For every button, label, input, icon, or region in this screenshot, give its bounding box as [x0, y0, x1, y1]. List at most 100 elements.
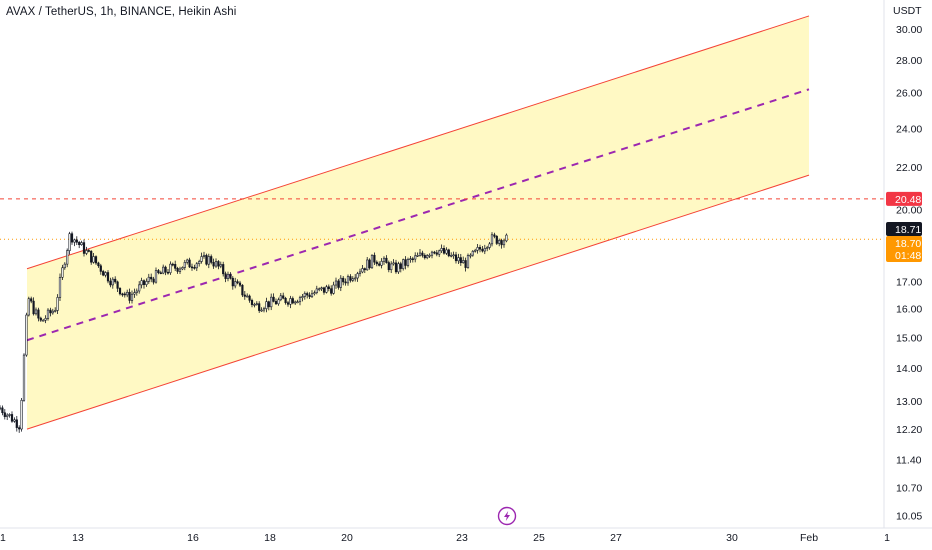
candle-body — [366, 259, 369, 271]
price-tick-label: 12.20 — [896, 424, 922, 436]
candle-body — [39, 317, 42, 321]
candle-body — [164, 266, 167, 273]
candle-body — [236, 281, 239, 284]
level-price-tag — [886, 191, 922, 206]
candle-body — [15, 419, 18, 428]
candle-body — [346, 276, 350, 284]
price-axis[interactable]: USDT 30.00 28.00 26.00 24.00 22.00 20.00 17.00 1… — [893, 5, 922, 522]
candle-body — [145, 281, 148, 285]
candle-body — [94, 256, 98, 264]
candle-body — [147, 276, 150, 282]
candle-body — [318, 288, 321, 291]
candle-body — [133, 292, 136, 295]
price-tick-label: 16.00 — [896, 304, 922, 316]
candle-body — [234, 281, 237, 287]
candle-body — [356, 273, 359, 279]
candle-body — [258, 303, 261, 311]
candle-body — [253, 304, 256, 306]
candle-body — [471, 250, 474, 256]
candle-body — [130, 293, 134, 301]
candle-body — [262, 308, 266, 311]
candle-body — [188, 259, 191, 268]
candle-body — [265, 301, 268, 309]
price-axis-currency: USDT — [893, 5, 922, 17]
candle-body — [87, 250, 90, 252]
candle-body — [368, 259, 371, 269]
price-tick-label: 28.00 — [896, 55, 922, 67]
candle-body — [397, 263, 400, 273]
candle-body — [32, 300, 35, 315]
candle-body — [58, 277, 62, 298]
candle-body — [363, 268, 366, 271]
candle-body — [286, 302, 290, 305]
candle-body — [298, 297, 302, 303]
candle-body — [490, 234, 494, 245]
candle-body — [78, 241, 81, 246]
candle-body — [210, 256, 213, 263]
candle-body — [361, 268, 364, 273]
candle-body — [442, 248, 446, 254]
candle-body — [243, 294, 246, 297]
date-tick-label: 1 — [0, 532, 6, 544]
candle-body — [68, 233, 71, 251]
candle-body — [63, 263, 66, 269]
candle-body — [30, 298, 33, 302]
candle-body — [279, 295, 282, 301]
candle-body — [212, 262, 215, 267]
lightning-icon[interactable] — [497, 506, 517, 526]
candle-body — [109, 280, 112, 286]
candle-body — [447, 249, 450, 257]
candle-body — [440, 248, 443, 252]
candle-body — [85, 250, 88, 254]
candle-body — [195, 263, 198, 269]
candle-body — [438, 250, 441, 255]
candle-body — [207, 256, 210, 265]
candle-body — [224, 273, 227, 279]
level-price-tag-label: 20.48 — [895, 194, 921, 206]
candle-body — [325, 286, 328, 293]
candle-body — [500, 240, 503, 246]
candle-body — [183, 262, 186, 268]
current-price-tag-label: 18.70 — [895, 238, 921, 250]
candle-body — [313, 292, 316, 295]
candle-body — [320, 287, 323, 290]
parallel-channel[interactable] — [26, 15, 810, 430]
candle-body — [178, 268, 182, 272]
candle-body — [306, 293, 309, 296]
candles — [0, 231, 508, 433]
candle-body — [150, 276, 153, 280]
date-tick-label: 18 — [264, 532, 276, 544]
candle-body — [34, 309, 38, 315]
candle-body — [344, 281, 347, 284]
price-tick-label: 13.00 — [896, 396, 922, 408]
candle-body — [358, 271, 362, 274]
candle-body — [42, 319, 45, 322]
candle-body — [373, 254, 376, 263]
candle-body — [303, 293, 306, 297]
candle-body — [378, 263, 381, 266]
candle-body — [289, 298, 292, 305]
channel-lower-line — [26, 174, 810, 430]
candle-body — [200, 256, 203, 262]
last-close-tag-label: 18.71 — [895, 224, 921, 236]
price-tick-label: 24.00 — [896, 123, 922, 135]
candle-body — [267, 301, 270, 308]
candle-body — [478, 247, 482, 250]
candle-body — [157, 270, 160, 274]
candle-body — [138, 284, 141, 292]
candle-body — [246, 295, 249, 298]
time-axis[interactable]: 1 13 16 18 20 23 25 27 30 Feb 1 — [0, 532, 890, 544]
horizontal-lines — [0, 198, 884, 240]
date-tick-label: 20 — [341, 532, 353, 544]
candle-body — [8, 414, 11, 416]
candle-body — [126, 291, 129, 296]
candle-body — [488, 243, 491, 248]
candle-body — [459, 257, 462, 264]
candle-body — [349, 276, 352, 281]
candle-body — [260, 309, 263, 312]
candle-body — [423, 255, 426, 259]
candle-body — [162, 266, 165, 274]
candle-body — [330, 288, 333, 294]
